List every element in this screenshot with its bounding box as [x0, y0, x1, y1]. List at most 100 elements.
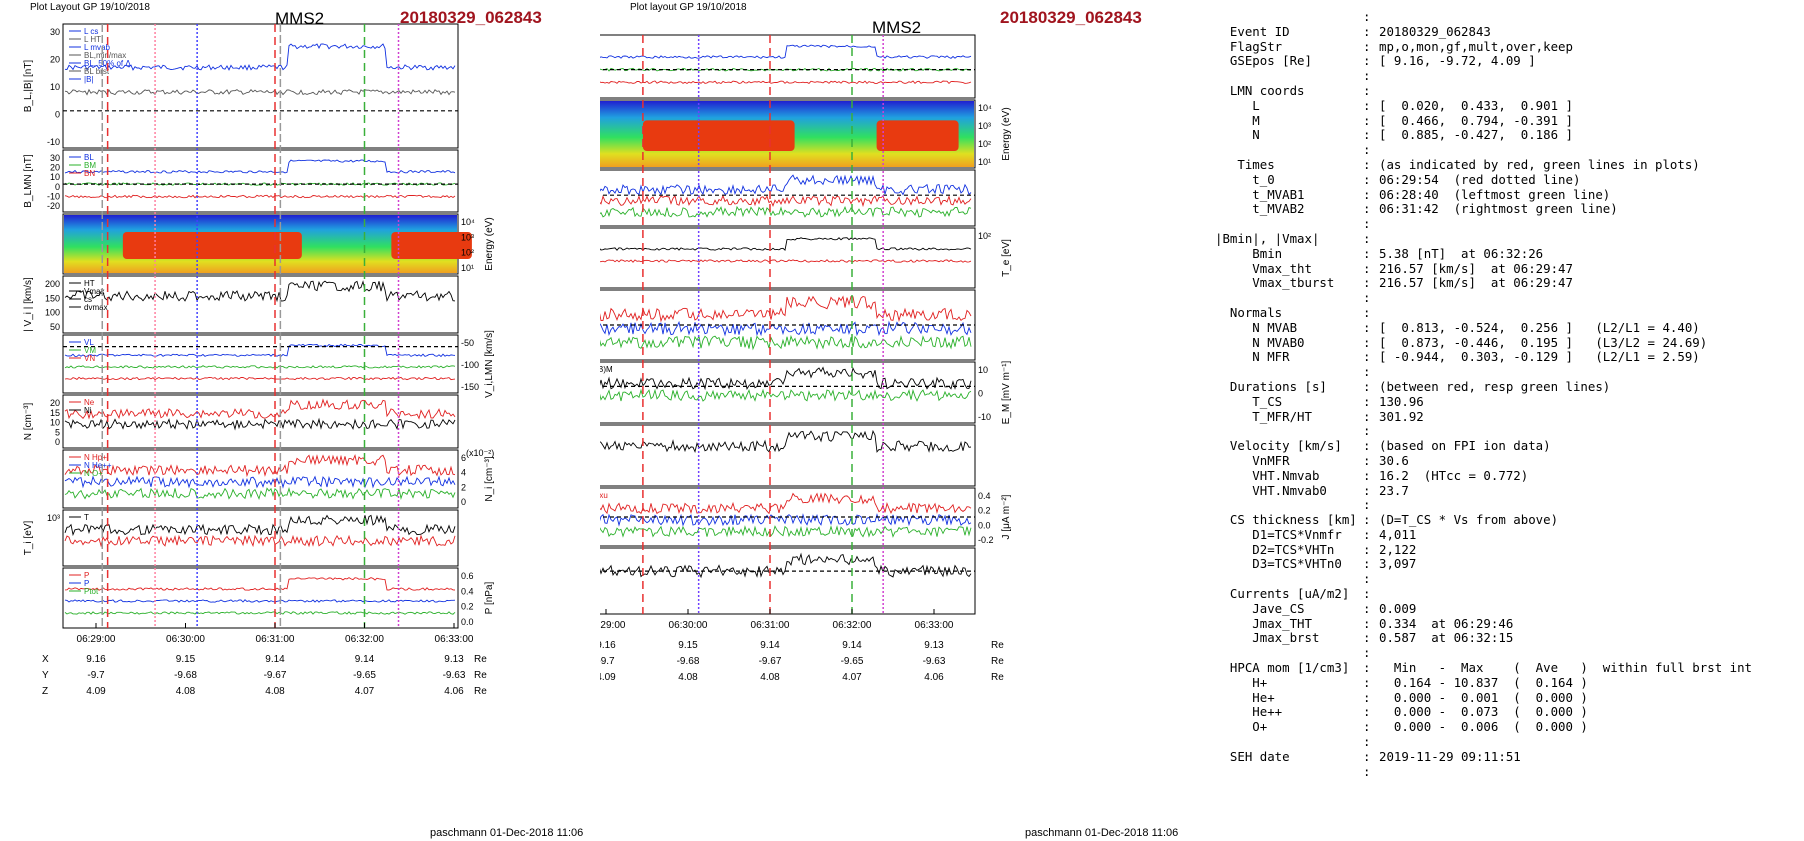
legend-entry: BL	[84, 153, 94, 162]
panel-8: 0.40.20.0-0.2J [μA m⁻²]J mdxuJJ	[600, 487, 1012, 547]
pos-unit: Re	[474, 654, 487, 665]
summary-row: :	[1215, 142, 1800, 158]
summary-value: 5.38 [nT] at 06:32:26	[1379, 245, 1544, 261]
y-tick-label: -10	[978, 412, 991, 422]
summary-row: N MVAB: [ 0.813, -0.524, 0.256 ] (L2/L1 =…	[1215, 319, 1800, 336]
summary-row: Jmax_THT:0.334 at 06:29:46	[1215, 615, 1800, 632]
summary-colon: :	[1363, 186, 1371, 202]
summary-label: N MVAB	[1215, 319, 1298, 335]
y-tick-label: 0	[978, 389, 983, 399]
summary-colon: :	[1363, 571, 1371, 587]
legend-entry: |B|	[84, 75, 94, 84]
pos-value: -9.7	[87, 670, 105, 681]
legend-entry: VM	[84, 346, 96, 355]
panel-8: 10³ T_i [eV] T	[23, 509, 459, 567]
summary-row: :	[1215, 216, 1800, 232]
y-tick-label: 30	[50, 27, 60, 37]
summary-colon: :	[1363, 142, 1371, 158]
pos-value: 4.06	[444, 686, 464, 697]
spectrogram-hot-band	[642, 120, 795, 151]
pos-value: 9.13	[444, 654, 464, 665]
pos-row-label: Y	[42, 670, 49, 681]
panel-1: 30 20 10 0 -10 B_L,|B| [nT] L csL HTL mvabBL,m…	[23, 23, 459, 149]
y-tick-label: -10	[47, 191, 60, 201]
pos-value: 4.08	[176, 686, 196, 697]
y-axis-label: B_LMN [nT]	[23, 154, 34, 208]
y-axis-label: T_i [eV]	[23, 521, 34, 556]
summary-colon: :	[1363, 615, 1371, 631]
legend-entry: L cs	[84, 27, 98, 36]
summary-label: Jmax_THT	[1215, 615, 1312, 631]
summary-label: D1=TCS*Vnmfr	[1215, 526, 1342, 542]
summary-colon: :	[1363, 112, 1371, 128]
trace-3	[64, 376, 456, 381]
pos-value: 4.08	[265, 686, 285, 697]
summary-row: HPCA mom [1/cm3]: Min - Max ( Ave ) with…	[1215, 660, 1800, 676]
y-tick-label: 30	[50, 153, 60, 163]
trace-2	[64, 534, 456, 548]
trace-1	[600, 174, 972, 196]
summary-colon: :	[1363, 674, 1371, 690]
y-axis-label: E_M [mV m⁻¹]	[1001, 360, 1012, 424]
summary-row: Vmax_tht:216.57 [km/s] at 06:29:47	[1215, 261, 1800, 277]
legend-entry: N He++	[84, 461, 112, 470]
summary-label: He++	[1215, 704, 1283, 720]
y-axis-label: | V_i | [km/s]	[23, 277, 34, 332]
pos-value: 4.08	[760, 672, 780, 683]
panel-2: 10⁴ 10³ 10² 10¹ Energy (eV)	[600, 99, 1012, 169]
x-tick-label: 06:32:00	[833, 620, 872, 631]
summary-label: M	[1215, 112, 1260, 128]
y-tick-label: 2	[461, 482, 466, 492]
summary-colon: :	[1363, 393, 1371, 409]
x-tick-label: 06:29:00	[77, 634, 116, 645]
y-tick-label: 10¹	[978, 157, 991, 167]
summary-colon: :	[1363, 600, 1371, 616]
x-tick-label: 06:31:00	[751, 620, 790, 631]
legend-entry: N Hp+	[84, 453, 107, 462]
summary-row: VnMFR:30.6	[1215, 453, 1800, 469]
summary-value: 0.587 at 06:32:15	[1379, 630, 1514, 646]
trace-1	[600, 44, 972, 59]
y-tick-label: 0	[461, 497, 466, 507]
summary-label: Currents [uA/m2]	[1215, 586, 1350, 602]
summary-value: [ 0.885, -0.427, 0.186 ]	[1379, 127, 1573, 143]
summary-row: He+: 0.000 - 0.001 ( 0.000 )	[1215, 690, 1800, 706]
legend-entry: J mdxu	[600, 491, 608, 500]
summary-value: (as indicated by red, green lines in plo…	[1379, 156, 1700, 172]
trace-1	[600, 237, 972, 251]
summary-row: VHT.Nmvab0:23.7	[1215, 483, 1800, 499]
panel-7: 6 4 2 0 N_i [cm⁻³] N Hp+N He++N O+ (x10⁻²)	[62, 448, 495, 509]
summary-value: 0.009	[1379, 600, 1417, 616]
legend-entry: Vmax	[84, 287, 104, 296]
legend-entry: VN	[84, 354, 95, 363]
summary-row: VHT.Nmvab:16.2 (HTcc = 0.772)	[1215, 467, 1800, 484]
summary-label: VHT.Nmvab	[1215, 467, 1320, 483]
summary-label: GSEpos [Re]	[1215, 53, 1312, 69]
legend-entry: L HT	[84, 35, 101, 44]
pos-value: 4.09	[600, 672, 616, 683]
summary-value: 16.2 (HTcc = 0.772)	[1379, 467, 1529, 483]
summary-row: :	[1215, 764, 1800, 780]
summary-row: CS thickness [km]: (D=T_CS * Vs from abov…	[1215, 512, 1800, 528]
left-event-id: 20180329_062843	[400, 8, 542, 27]
y-tick-label: 0.4	[978, 491, 991, 501]
summary-label: t_0	[1215, 171, 1275, 187]
summary-row: t_0:06:29:54 (red dotted line)	[1215, 171, 1800, 188]
spectrogram-hot-band	[876, 120, 959, 151]
summary-value: 2019-11-29 09:11:51	[1379, 748, 1521, 764]
y-axis-label: B_L,|B| [nT]	[23, 60, 34, 113]
panel-6: 100-10E_M [mV m⁻¹](VexB)MEM	[600, 360, 1012, 424]
summary-row: :	[1215, 9, 1800, 25]
pos-value: -9.65	[841, 656, 864, 667]
summary-colon: :	[1363, 526, 1371, 542]
summary-value: Min - Max ( Ave ) within full brst int	[1379, 660, 1752, 676]
y-tick-label: 20	[50, 398, 60, 408]
summary-value: [ 0.873, -0.446, 0.195 ] (L3/L2 = 24.69)	[1379, 334, 1708, 350]
y-tick-label: -50	[461, 338, 474, 348]
summary-colon: :	[1363, 53, 1371, 69]
summary-value: 2,122	[1379, 541, 1417, 557]
summary-label: O+	[1215, 719, 1268, 735]
